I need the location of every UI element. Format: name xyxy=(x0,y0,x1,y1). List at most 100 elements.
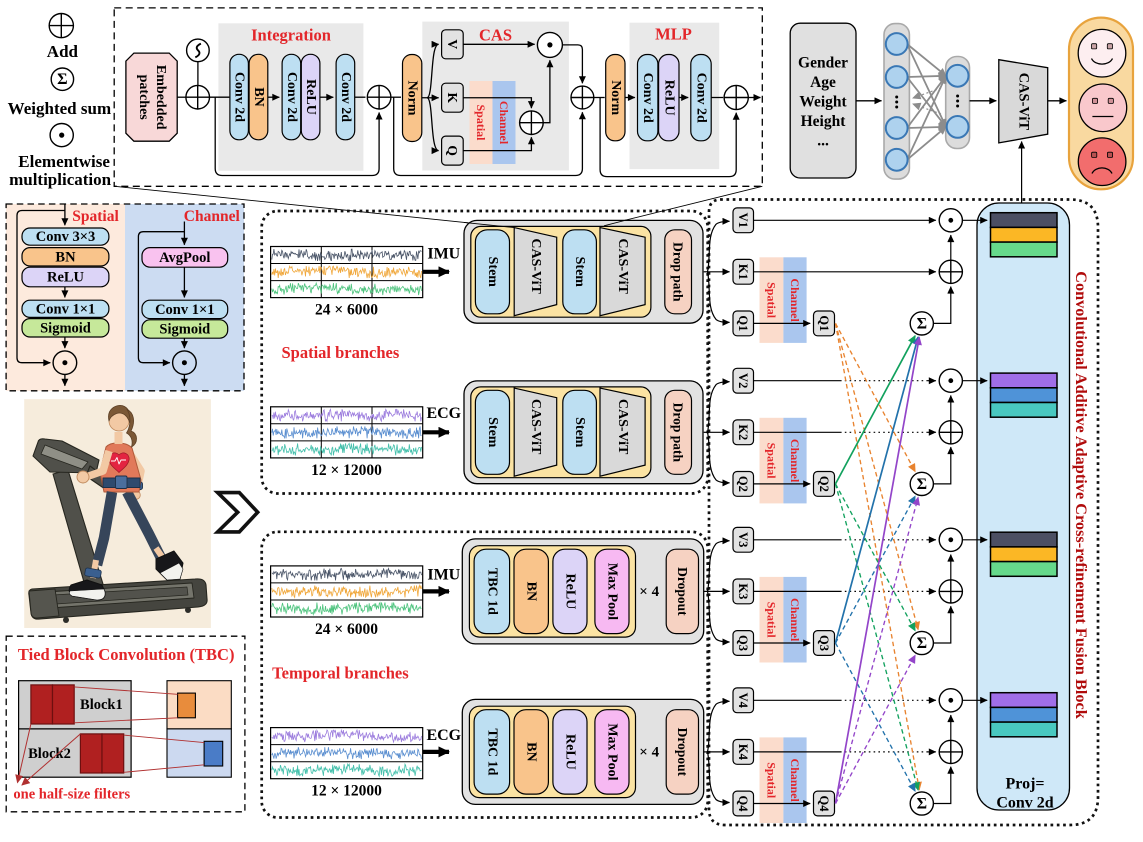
svg-text:ReLU: ReLU xyxy=(563,574,578,610)
svg-text:BN: BN xyxy=(524,742,539,761)
svg-text:patches: patches xyxy=(136,75,151,121)
svg-text:CAS-ViT: CAS-ViT xyxy=(615,399,630,455)
svg-text:Dropout: Dropout xyxy=(675,567,690,616)
svg-text:Max Pool: Max Pool xyxy=(605,563,620,620)
svg-text:Channel: Channel xyxy=(788,278,802,322)
svg-text:Block1: Block1 xyxy=(80,697,123,713)
svg-text:Q4: Q4 xyxy=(736,796,750,813)
svg-text:Q4: Q4 xyxy=(817,796,831,813)
svg-text:Stem: Stem xyxy=(485,257,500,288)
svg-text:12 × 12000: 12 × 12000 xyxy=(311,783,382,800)
svg-text:V2: V2 xyxy=(736,373,750,388)
svg-text:ReLU: ReLU xyxy=(661,80,676,116)
svg-text:Channel: Channel xyxy=(184,208,241,225)
svg-text:TBC 1d: TBC 1d xyxy=(484,568,499,615)
svg-text:V: V xyxy=(445,39,460,49)
svg-text:Channel: Channel xyxy=(788,439,802,483)
svg-text:Q3: Q3 xyxy=(736,635,750,651)
svg-text:ECG: ECG xyxy=(426,727,461,744)
svg-text:BN: BN xyxy=(251,87,266,106)
svg-text:Conv 1×1: Conv 1×1 xyxy=(155,302,214,318)
svg-text:Conv 2d: Conv 2d xyxy=(996,795,1053,812)
svg-text:BN: BN xyxy=(524,582,539,601)
svg-text:Σ: Σ xyxy=(917,476,927,493)
svg-text:Tied Block Convolution (TBC): Tied Block Convolution (TBC) xyxy=(18,645,235,664)
svg-text:Stem: Stem xyxy=(485,417,500,448)
svg-text:24 × 6000: 24 × 6000 xyxy=(315,621,378,638)
svg-text:Spatial: Spatial xyxy=(72,208,119,225)
svg-text:Conv 2d: Conv 2d xyxy=(640,73,655,123)
svg-text:K3: K3 xyxy=(736,583,750,599)
svg-text:CAS-ViT: CAS-ViT xyxy=(615,238,630,294)
svg-text:Σ: Σ xyxy=(57,71,67,88)
svg-text:Elementwise: Elementwise xyxy=(18,152,110,171)
svg-text:Conv 2d: Conv 2d xyxy=(694,73,709,123)
svg-text:MLP: MLP xyxy=(655,25,692,44)
svg-text:Spatial: Spatial xyxy=(765,443,779,480)
svg-text:Temporal branches: Temporal branches xyxy=(272,663,409,682)
svg-text:K4: K4 xyxy=(736,744,750,761)
svg-text:K2: K2 xyxy=(736,424,750,440)
svg-text:Conv 2d: Conv 2d xyxy=(338,72,353,122)
svg-text:CAS: CAS xyxy=(479,26,512,45)
svg-text:Conv 1×1: Conv 1×1 xyxy=(36,301,95,317)
svg-text:Spatial: Spatial xyxy=(765,762,779,799)
svg-text:Sigmoid: Sigmoid xyxy=(159,322,210,338)
svg-text:Norm: Norm xyxy=(405,81,420,116)
svg-text:Q: Q xyxy=(445,145,460,156)
svg-text:× 4: × 4 xyxy=(639,584,659,600)
svg-text:V4: V4 xyxy=(736,693,750,709)
svg-text:Q3: Q3 xyxy=(817,635,831,651)
svg-text:multiplication: multiplication xyxy=(9,170,112,189)
svg-text:Spatial: Spatial xyxy=(474,104,488,141)
svg-text:24 × 6000: 24 × 6000 xyxy=(315,301,378,318)
svg-text:Conv 2d: Conv 2d xyxy=(284,72,299,122)
svg-text:V1: V1 xyxy=(736,213,750,228)
svg-text:Channel: Channel xyxy=(497,101,511,145)
svg-text:CAS-ViT: CAS-ViT xyxy=(1016,73,1032,131)
svg-text:V3: V3 xyxy=(736,532,750,547)
svg-text:Weighted sum: Weighted sum xyxy=(8,99,111,118)
svg-text:Weight: Weight xyxy=(799,93,847,110)
svg-text:Spatial branches: Spatial branches xyxy=(281,343,399,362)
svg-text:IMU: IMU xyxy=(427,567,460,584)
svg-text:K: K xyxy=(445,93,460,104)
svg-text:Stem: Stem xyxy=(572,417,587,448)
svg-text:Channel: Channel xyxy=(788,759,802,803)
svg-text:ReLU: ReLU xyxy=(47,270,85,286)
svg-text:Spatial: Spatial xyxy=(765,602,779,639)
svg-text:Gender: Gender xyxy=(798,54,848,71)
svg-text:K1: K1 xyxy=(736,264,750,280)
svg-text:Σ: Σ xyxy=(917,635,927,652)
svg-text:IMU: IMU xyxy=(427,246,460,263)
svg-text:Conv 3×3: Conv 3×3 xyxy=(36,229,95,245)
svg-text:Q1: Q1 xyxy=(817,315,831,331)
svg-text:Drop path: Drop path xyxy=(671,403,686,463)
svg-text:Conv 2d: Conv 2d xyxy=(232,72,247,122)
svg-text:Σ: Σ xyxy=(917,315,927,332)
svg-text:Q2: Q2 xyxy=(736,476,750,492)
svg-text:Σ: Σ xyxy=(917,796,927,813)
svg-text:Stem: Stem xyxy=(572,257,587,288)
svg-text:Age: Age xyxy=(810,74,836,91)
svg-text:Drop path: Drop path xyxy=(671,242,686,302)
svg-text:Q2: Q2 xyxy=(817,476,831,492)
svg-text:Channel: Channel xyxy=(788,598,802,642)
svg-text:Proj=: Proj= xyxy=(1005,776,1044,793)
svg-text:Height: Height xyxy=(801,113,847,130)
svg-text:ReLU: ReLU xyxy=(563,734,578,770)
svg-text:AvgPool: AvgPool xyxy=(159,250,210,266)
svg-text:Integration: Integration xyxy=(251,26,331,45)
svg-text:12 × 12000: 12 × 12000 xyxy=(311,462,382,479)
svg-text:one half-size filters: one half-size filters xyxy=(13,786,130,802)
svg-text:ECG: ECG xyxy=(426,405,461,422)
svg-text:Embedded: Embedded xyxy=(153,65,168,130)
svg-text:TBC 1d: TBC 1d xyxy=(484,728,499,775)
svg-text:Spatial: Spatial xyxy=(765,282,779,319)
svg-text:Norm: Norm xyxy=(608,80,623,115)
svg-text:ReLU: ReLU xyxy=(303,79,318,115)
svg-text:BN: BN xyxy=(55,249,76,265)
svg-text:Sigmoid: Sigmoid xyxy=(40,320,91,336)
svg-text:× 4: × 4 xyxy=(639,744,659,760)
svg-text:CAS-ViT: CAS-ViT xyxy=(528,399,543,455)
